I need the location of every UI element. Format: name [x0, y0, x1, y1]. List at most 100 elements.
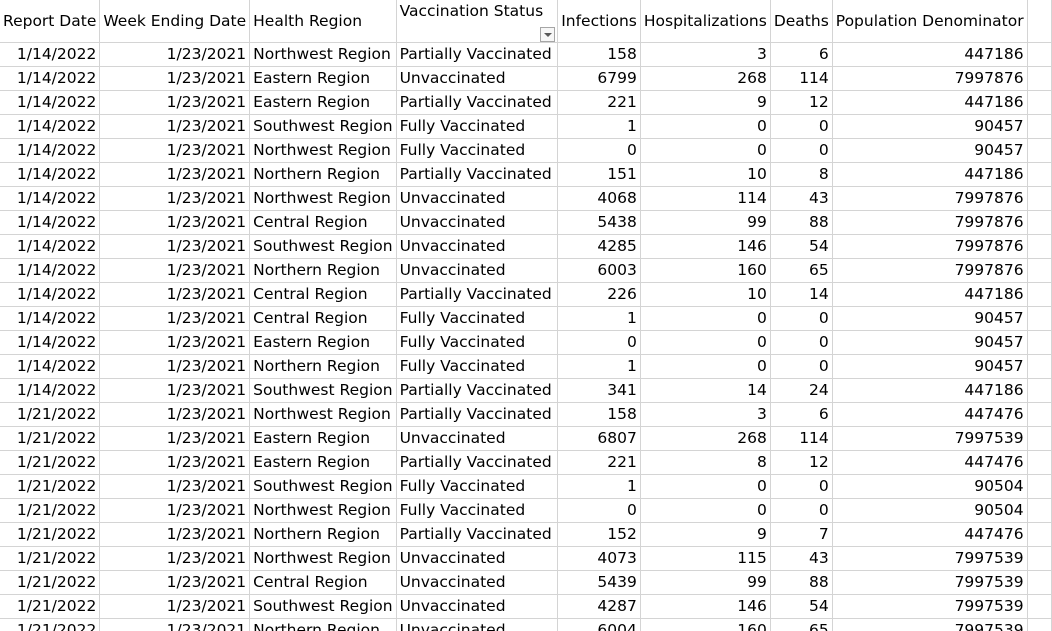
cell-deaths[interactable]: 114 — [770, 66, 833, 91]
cell-deaths[interactable]: 65 — [770, 618, 833, 631]
cell-deaths[interactable]: 0 — [770, 474, 833, 499]
cell-week-ending-date[interactable]: 1/23/2021 — [99, 42, 251, 67]
cell-report-date[interactable]: 1/21/2022 — [0, 570, 101, 595]
cell-population-denominator[interactable]: 7997539 — [832, 426, 1028, 451]
cell-infections[interactable]: 0 — [557, 138, 641, 163]
cell-health-region[interactable]: Southwest Region — [249, 594, 397, 619]
cell-population-denominator[interactable]: 7997539 — [832, 546, 1028, 571]
cell-hospitalizations[interactable]: 3 — [640, 402, 771, 427]
cell-hospitalizations[interactable]: 0 — [640, 138, 771, 163]
cell-population-denominator[interactable]: 447186 — [832, 162, 1028, 187]
empty-cell[interactable] — [1027, 450, 1052, 475]
cell-report-date[interactable]: 1/21/2022 — [0, 522, 101, 547]
cell-health-region[interactable]: Southwest Region — [249, 378, 397, 403]
cell-infections[interactable]: 6799 — [557, 66, 641, 91]
empty-cell[interactable] — [1027, 42, 1052, 67]
cell-health-region[interactable]: Northern Region — [249, 354, 397, 379]
empty-cell[interactable] — [1027, 138, 1052, 163]
cell-report-date[interactable]: 1/14/2022 — [0, 282, 101, 307]
cell-health-region[interactable]: Northwest Region — [249, 546, 397, 571]
cell-health-region[interactable]: Eastern Region — [249, 426, 397, 451]
cell-hospitalizations[interactable]: 0 — [640, 114, 771, 139]
cell-vaccination-status[interactable]: Partially Vaccinated — [396, 402, 559, 427]
header-population-denominator[interactable]: Population Denominator — [832, 0, 1028, 43]
cell-report-date[interactable]: 1/14/2022 — [0, 234, 101, 259]
cell-infections[interactable]: 1 — [557, 306, 641, 331]
cell-infections[interactable]: 5439 — [557, 570, 641, 595]
cell-report-date[interactable]: 1/14/2022 — [0, 138, 101, 163]
cell-hospitalizations[interactable]: 10 — [640, 282, 771, 307]
header-week-ending-date[interactable]: Week Ending Date — [99, 0, 251, 43]
cell-report-date[interactable]: 1/14/2022 — [0, 378, 101, 403]
cell-week-ending-date[interactable]: 1/23/2021 — [99, 402, 251, 427]
cell-population-denominator[interactable]: 90457 — [832, 306, 1028, 331]
cell-infections[interactable]: 221 — [557, 90, 641, 115]
cell-vaccination-status[interactable]: Partially Vaccinated — [396, 522, 559, 547]
cell-vaccination-status[interactable]: Unvaccinated — [396, 234, 559, 259]
cell-report-date[interactable]: 1/21/2022 — [0, 426, 101, 451]
cell-infections[interactable]: 4287 — [557, 594, 641, 619]
cell-population-denominator[interactable]: 90457 — [832, 114, 1028, 139]
cell-deaths[interactable]: 54 — [770, 594, 833, 619]
cell-report-date[interactable]: 1/14/2022 — [0, 210, 101, 235]
empty-cell[interactable] — [1027, 66, 1052, 91]
cell-week-ending-date[interactable]: 1/23/2021 — [99, 522, 251, 547]
cell-report-date[interactable]: 1/21/2022 — [0, 450, 101, 475]
cell-population-denominator[interactable]: 90457 — [832, 354, 1028, 379]
cell-vaccination-status[interactable]: Fully Vaccinated — [396, 474, 559, 499]
empty-cell[interactable] — [1027, 546, 1052, 571]
cell-week-ending-date[interactable]: 1/23/2021 — [99, 474, 251, 499]
cell-week-ending-date[interactable]: 1/23/2021 — [99, 378, 251, 403]
cell-report-date[interactable]: 1/14/2022 — [0, 186, 101, 211]
cell-hospitalizations[interactable]: 146 — [640, 594, 771, 619]
dropdown-arrow-icon[interactable] — [540, 27, 556, 42]
empty-cell[interactable] — [1027, 402, 1052, 427]
cell-infections[interactable]: 221 — [557, 450, 641, 475]
cell-deaths[interactable]: 54 — [770, 234, 833, 259]
cell-health-region[interactable]: Northwest Region — [249, 138, 397, 163]
cell-vaccination-status[interactable]: Fully Vaccinated — [396, 354, 559, 379]
cell-infections[interactable]: 1 — [557, 354, 641, 379]
cell-hospitalizations[interactable]: 9 — [640, 522, 771, 547]
cell-week-ending-date[interactable]: 1/23/2021 — [99, 618, 251, 631]
cell-hospitalizations[interactable]: 9 — [640, 90, 771, 115]
cell-report-date[interactable]: 1/14/2022 — [0, 162, 101, 187]
cell-hospitalizations[interactable]: 160 — [640, 618, 771, 631]
cell-population-denominator[interactable]: 7997876 — [832, 66, 1028, 91]
cell-health-region[interactable]: Southwest Region — [249, 474, 397, 499]
header-deaths[interactable]: Deaths — [770, 0, 833, 43]
empty-cell[interactable] — [1027, 594, 1052, 619]
empty-cell[interactable] — [1027, 282, 1052, 307]
header-vaccination-status[interactable]: Vaccination Status — [396, 0, 559, 43]
cell-vaccination-status[interactable]: Fully Vaccinated — [396, 306, 559, 331]
empty-cell[interactable] — [1027, 522, 1052, 547]
cell-infections[interactable]: 1 — [557, 114, 641, 139]
cell-deaths[interactable]: 8 — [770, 162, 833, 187]
cell-deaths[interactable]: 0 — [770, 138, 833, 163]
empty-cell[interactable] — [1027, 474, 1052, 499]
cell-week-ending-date[interactable]: 1/23/2021 — [99, 234, 251, 259]
cell-population-denominator[interactable]: 7997876 — [832, 186, 1028, 211]
cell-infections[interactable]: 0 — [557, 498, 641, 523]
cell-health-region[interactable]: Northern Region — [249, 522, 397, 547]
cell-population-denominator[interactable]: 7997539 — [832, 618, 1028, 631]
cell-deaths[interactable]: 43 — [770, 186, 833, 211]
cell-hospitalizations[interactable]: 8 — [640, 450, 771, 475]
cell-deaths[interactable]: 12 — [770, 450, 833, 475]
cell-population-denominator[interactable]: 90457 — [832, 138, 1028, 163]
cell-report-date[interactable]: 1/14/2022 — [0, 66, 101, 91]
cell-week-ending-date[interactable]: 1/23/2021 — [99, 426, 251, 451]
cell-week-ending-date[interactable]: 1/23/2021 — [99, 138, 251, 163]
cell-report-date[interactable]: 1/14/2022 — [0, 306, 101, 331]
cell-week-ending-date[interactable]: 1/23/2021 — [99, 354, 251, 379]
cell-infections[interactable]: 226 — [557, 282, 641, 307]
empty-cell[interactable] — [1027, 90, 1052, 115]
cell-infections[interactable]: 1 — [557, 474, 641, 499]
cell-health-region[interactable]: Northern Region — [249, 258, 397, 283]
cell-health-region[interactable]: Eastern Region — [249, 90, 397, 115]
cell-week-ending-date[interactable]: 1/23/2021 — [99, 114, 251, 139]
cell-vaccination-status[interactable]: Fully Vaccinated — [396, 114, 559, 139]
cell-deaths[interactable]: 6 — [770, 402, 833, 427]
cell-report-date[interactable]: 1/14/2022 — [0, 42, 101, 67]
empty-cell[interactable] — [1027, 426, 1052, 451]
